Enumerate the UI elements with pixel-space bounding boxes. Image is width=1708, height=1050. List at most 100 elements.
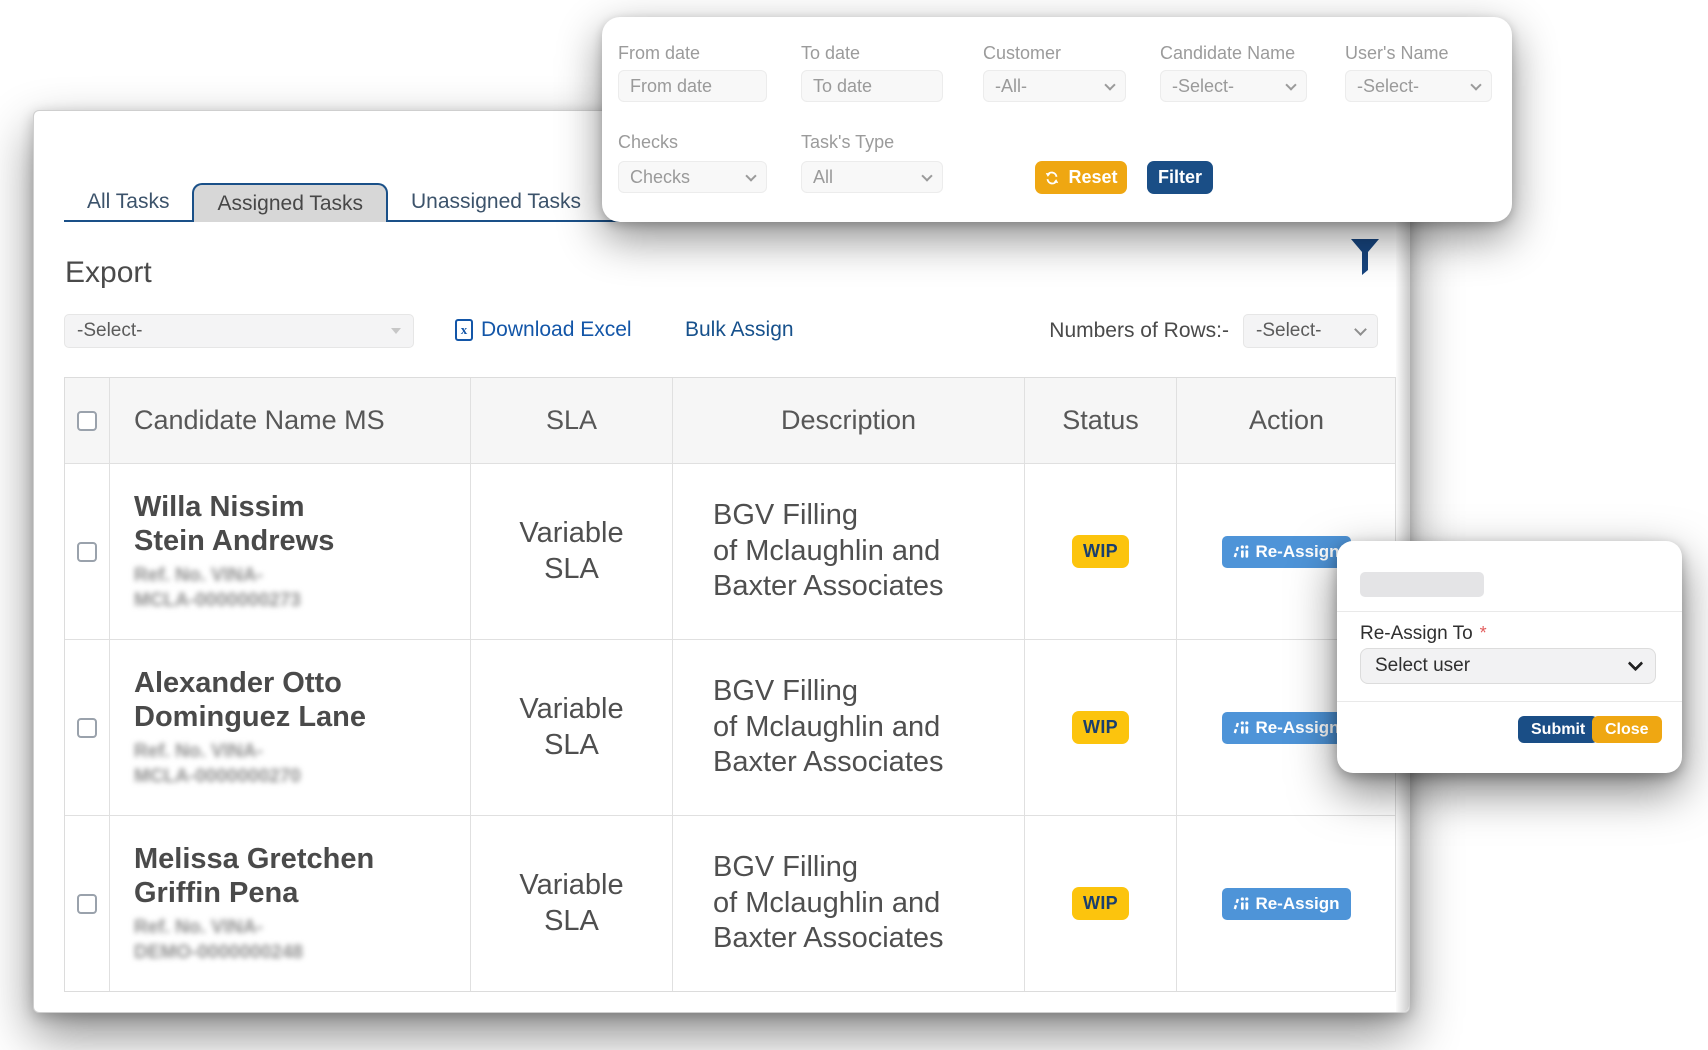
select-user-dropdown[interactable]: Select user (1360, 648, 1656, 684)
users-name-select-value: -Select- (1357, 75, 1420, 96)
checks-label: Checks (618, 132, 679, 152)
checks-select-value: Checks (630, 166, 691, 187)
candidate-cell: Willa Nissim Stein Andrews Ref. No. VINA… (110, 464, 471, 639)
sla-value: Variable SLA (519, 517, 624, 585)
header-candidate-name: Candidate Name MS (110, 378, 471, 463)
reassign-label: Re-Assign (1255, 893, 1340, 913)
rows-label: Numbers of Rows:- (1049, 319, 1229, 342)
reset-button[interactable]: Reset (1035, 161, 1127, 194)
table-row: Willa Nissim Stein Andrews Ref. No. VINA… (65, 463, 1395, 639)
tasks-panel: All Tasks Assigned Tasks Unassigned Task… (33, 110, 1410, 1013)
required-asterisk: * (1479, 623, 1487, 643)
toolbar: -Select- x Download Excel Bulk Assign Nu… (34, 314, 1409, 348)
header-action: Action (1248, 405, 1325, 435)
description-value: BGV Filling of Mclaughlin and Baxter Ass… (713, 675, 944, 779)
description-value: BGV Filling of Mclaughlin and Baxter Ass… (713, 851, 944, 955)
bulk-assign-link[interactable]: Bulk Assign (685, 318, 794, 341)
reassign-button[interactable]: Re-Assign (1222, 711, 1351, 744)
ref-number: Ref. No. VINA- MCLA-0000000270 (134, 741, 301, 787)
tab-all-tasks[interactable]: All Tasks (87, 190, 170, 213)
excel-icon: x (455, 319, 473, 341)
to-date-input[interactable]: To date (801, 70, 943, 102)
rows-select[interactable]: -Select- (1243, 314, 1378, 348)
reassign-icon (1234, 897, 1249, 910)
tasks-type-select-value: All (813, 166, 834, 187)
customer-select[interactable]: -All- (983, 70, 1126, 102)
sla-value: Variable SLA (519, 869, 624, 937)
to-date-label: To date (801, 43, 861, 63)
header-sla: SLA (471, 378, 673, 463)
description-cell: BGV Filling of Mclaughlin and Baxter Ass… (673, 464, 1025, 639)
rows-select-value: -Select- (1256, 320, 1322, 341)
row-checkbox[interactable] (77, 717, 97, 738)
chevron-down-icon (1627, 655, 1644, 672)
candidate-cell: Alexander Otto Dominguez Lane Ref. No. V… (110, 640, 471, 815)
table-row: Alexander Otto Dominguez Lane Ref. No. V… (65, 639, 1395, 815)
submit-button[interactable]: Submit (1518, 716, 1599, 743)
description-value: BGV Filling of Mclaughlin and Baxter Ass… (713, 499, 944, 603)
candidate-name-select[interactable]: -Select- (1160, 70, 1307, 102)
export-select-value: -Select- (77, 320, 143, 341)
sla-cell: Variable SLA (471, 816, 673, 991)
chevron-down-icon (1470, 78, 1482, 91)
tasks-table: Candidate Name MS SLA Description Status… (64, 377, 1396, 992)
status-badge: WIP (1072, 535, 1129, 568)
customer-select-value: -All- (995, 75, 1027, 96)
modal-divider (1337, 611, 1682, 612)
chevron-down-icon (745, 169, 757, 182)
download-excel-link[interactable]: x Download Excel (455, 318, 632, 342)
filter-panel: From date From date To date To date Cust… (602, 17, 1512, 222)
modal-title-placeholder (1360, 572, 1484, 597)
header-status: Status (1025, 378, 1177, 463)
reassign-to-label: Re-Assign To * (1360, 623, 1487, 645)
modal-divider (1337, 701, 1682, 702)
users-name-select[interactable]: -Select- (1345, 70, 1492, 102)
action-cell: Re-Assign (1177, 816, 1396, 991)
tab-assigned-tasks[interactable]: Assigned Tasks (192, 183, 389, 222)
candidate-name: Willa Nissim Stein Andrews (134, 490, 335, 557)
action-cell: Re-Assign (1177, 640, 1396, 815)
tasks-type-select[interactable]: All (801, 161, 943, 193)
reassign-button[interactable]: Re-Assign (1222, 887, 1351, 920)
chevron-down-icon (1104, 78, 1116, 91)
header-checkbox-cell (65, 378, 110, 463)
export-title: Export (65, 256, 152, 289)
candidate-cell: Melissa Gretchen Griffin Pena Ref. No. V… (110, 816, 471, 991)
to-date-placeholder: To date (813, 75, 873, 96)
tab-unassigned-tasks[interactable]: Unassigned Tasks (411, 190, 582, 213)
status-cell: WIP (1025, 816, 1177, 991)
row-checkbox[interactable] (77, 541, 97, 562)
tasks-type-label: Task's Type (801, 132, 895, 152)
reassign-icon (1234, 545, 1249, 558)
row-checkbox[interactable] (77, 893, 97, 914)
select-all-checkbox[interactable] (77, 410, 97, 431)
reassign-label: Re-Assign (1255, 717, 1340, 737)
table-row: Melissa Gretchen Griffin Pena Ref. No. V… (65, 815, 1395, 991)
export-select[interactable]: -Select- (64, 314, 414, 348)
filter-label: Filter (1157, 167, 1202, 187)
from-date-input[interactable]: From date (618, 70, 767, 102)
ref-number: Ref. No. VINA- DEMO-0000000248 (134, 917, 303, 963)
row-checkbox-cell (65, 464, 110, 639)
close-button[interactable]: Close (1592, 716, 1662, 743)
candidate-name-select-value: -Select- (1172, 75, 1235, 96)
status-badge: WIP (1072, 711, 1129, 744)
header-description: Description (673, 378, 1025, 463)
description-cell: BGV Filling of Mclaughlin and Baxter Ass… (673, 816, 1025, 991)
status-cell: WIP (1025, 464, 1177, 639)
reassign-label: Re-Assign (1255, 541, 1340, 561)
table-header-row: Candidate Name MS SLA Description Status… (65, 378, 1395, 463)
customer-label: Customer (983, 43, 1062, 63)
candidate-name: Melissa Gretchen Griffin Pena (134, 842, 375, 909)
row-checkbox-cell (65, 640, 110, 815)
candidate-name: Alexander Otto Dominguez Lane (134, 666, 367, 733)
candidate-name-label: Candidate Name (1160, 43, 1296, 63)
checks-select[interactable]: Checks (618, 161, 767, 193)
status-badge: WIP (1072, 887, 1129, 920)
ref-number: Ref. No. VINA- MCLA-0000000273 (134, 565, 301, 611)
filter-funnel-icon[interactable] (1350, 238, 1380, 276)
filter-button[interactable]: Filter (1147, 161, 1213, 194)
row-checkbox-cell (65, 816, 110, 991)
reassign-button[interactable]: Re-Assign (1222, 535, 1351, 568)
